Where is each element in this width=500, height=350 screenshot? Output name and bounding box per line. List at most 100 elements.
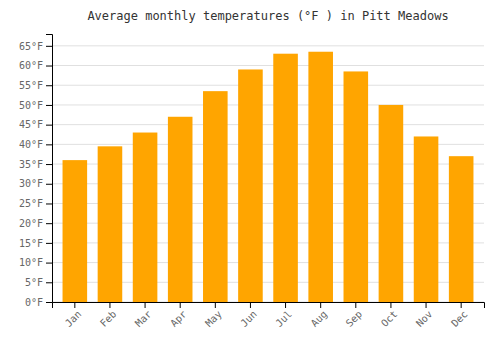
x-tick: Nov — [414, 302, 435, 329]
tick-label: Feb — [98, 308, 119, 329]
x-tick: Apr — [168, 302, 189, 329]
tick-mark — [285, 302, 286, 308]
y-tick: 30°F — [19, 178, 52, 189]
tick-mark — [46, 203, 52, 204]
tick-mark — [46, 85, 52, 86]
bar — [414, 136, 439, 302]
tick-label: Jan — [63, 308, 84, 329]
bar — [98, 146, 123, 302]
tick-label: 40°F — [19, 139, 43, 150]
grid-line — [52, 45, 484, 46]
tick-label: 10°F — [19, 257, 43, 268]
x-tick: Sep — [344, 302, 365, 329]
plot: 0°F 5°F 10°F 15°F 20°F 25°F 30°F 35°F 40°F 45°F 50… — [19, 35, 485, 329]
tick-label: Mar — [133, 308, 154, 329]
bar — [449, 156, 474, 302]
tick-label: Apr — [168, 308, 189, 329]
tick-label: Jun — [238, 308, 259, 329]
tick-mark — [46, 302, 52, 303]
tick-label: Oct — [379, 308, 400, 329]
y-tick: 60°F — [19, 60, 52, 71]
y-tick: 45°F — [19, 119, 52, 130]
tick-label: 20°F — [19, 218, 43, 229]
y-tick: 5°F — [25, 277, 52, 288]
tick-label: Sep — [344, 308, 365, 329]
x-tick: Dec — [449, 302, 470, 329]
y-tick: 25°F — [19, 198, 52, 209]
chart: 0°F 5°F 10°F 15°F 20°F 25°F 30°F 35°F 40°F 45°F 50… — [0, 0, 500, 350]
tick-mark — [46, 184, 52, 185]
y-tick: 20°F — [19, 218, 52, 229]
y-axis: 0°F 5°F 10°F 15°F 20°F 25°F 30°F 35°F 40°F 45°F 50… — [19, 35, 53, 308]
tick-label: 35°F — [19, 159, 43, 170]
bar — [63, 160, 88, 302]
tick-label: 65°F — [19, 41, 43, 52]
x-axis: Jan Feb Mar Apr May Jun Jul Aug Sep Oct Nov Dec — [53, 302, 485, 329]
x-tick: Jul — [273, 302, 294, 329]
bar — [133, 133, 158, 302]
y-tick: 35°F — [19, 159, 52, 170]
tick-label: Aug — [309, 308, 330, 329]
tick-mark — [46, 66, 52, 67]
tick-mark — [46, 243, 52, 244]
x-tick: Aug — [309, 302, 330, 329]
tick-mark — [320, 302, 321, 308]
x-tick: Jan — [63, 302, 84, 329]
y-tick: 40°F — [19, 139, 52, 150]
tick-label: 0°F — [25, 297, 43, 308]
bar — [168, 117, 193, 302]
y-tick: 50°F — [19, 100, 52, 111]
tick-label: 60°F — [19, 60, 43, 71]
tick-label: May — [203, 308, 224, 329]
grid-line — [52, 104, 484, 105]
tick-mark — [46, 164, 52, 165]
tick-mark — [390, 302, 391, 308]
y-tick: 65°F — [19, 41, 52, 52]
x-tick: Jun — [238, 302, 259, 329]
tick-mark — [46, 46, 52, 47]
tick-mark — [46, 223, 52, 224]
grid-line — [52, 85, 484, 86]
tick-label: Jul — [273, 308, 294, 329]
tick-mark — [46, 263, 52, 264]
axis-line — [46, 35, 53, 303]
tick-label: 55°F — [19, 80, 43, 91]
tick-label: 50°F — [19, 100, 43, 111]
x-tick: Oct — [379, 302, 400, 329]
grid-line — [52, 65, 484, 66]
tick-label: 25°F — [19, 198, 43, 209]
tick-mark — [46, 105, 52, 106]
bar — [308, 52, 333, 302]
y-tick: 55°F — [19, 80, 52, 91]
tick-label: Nov — [414, 308, 435, 329]
tick-mark — [180, 302, 181, 308]
y-tick: 15°F — [19, 238, 52, 249]
bar — [203, 91, 228, 302]
tick-mark — [215, 302, 216, 308]
bar — [273, 54, 298, 302]
tick-mark — [355, 302, 356, 308]
tick-mark — [250, 302, 251, 308]
title: Average monthly temperatures (°F ) in Pi… — [87, 9, 448, 23]
tick-mark — [74, 302, 75, 308]
y-tick: 0°F — [25, 297, 52, 308]
y-tick: 10°F — [19, 257, 52, 268]
tick-mark — [426, 302, 427, 308]
grid-line — [52, 124, 484, 125]
axis-line — [53, 303, 485, 309]
tick-label: Dec — [449, 308, 470, 329]
tick-label: 30°F — [19, 178, 43, 189]
tick-mark — [46, 125, 52, 126]
tick-mark — [461, 302, 462, 308]
tick-mark — [46, 282, 52, 283]
tick-mark — [46, 144, 52, 145]
tick-mark — [109, 302, 110, 308]
grid — [52, 46, 484, 302]
tick-label: 5°F — [25, 277, 43, 288]
bar — [379, 105, 404, 302]
bar — [238, 69, 263, 302]
x-tick: Mar — [133, 302, 154, 329]
x-tick: Feb — [98, 302, 119, 329]
tick-mark — [145, 302, 146, 308]
tick-label: 45°F — [19, 119, 43, 130]
